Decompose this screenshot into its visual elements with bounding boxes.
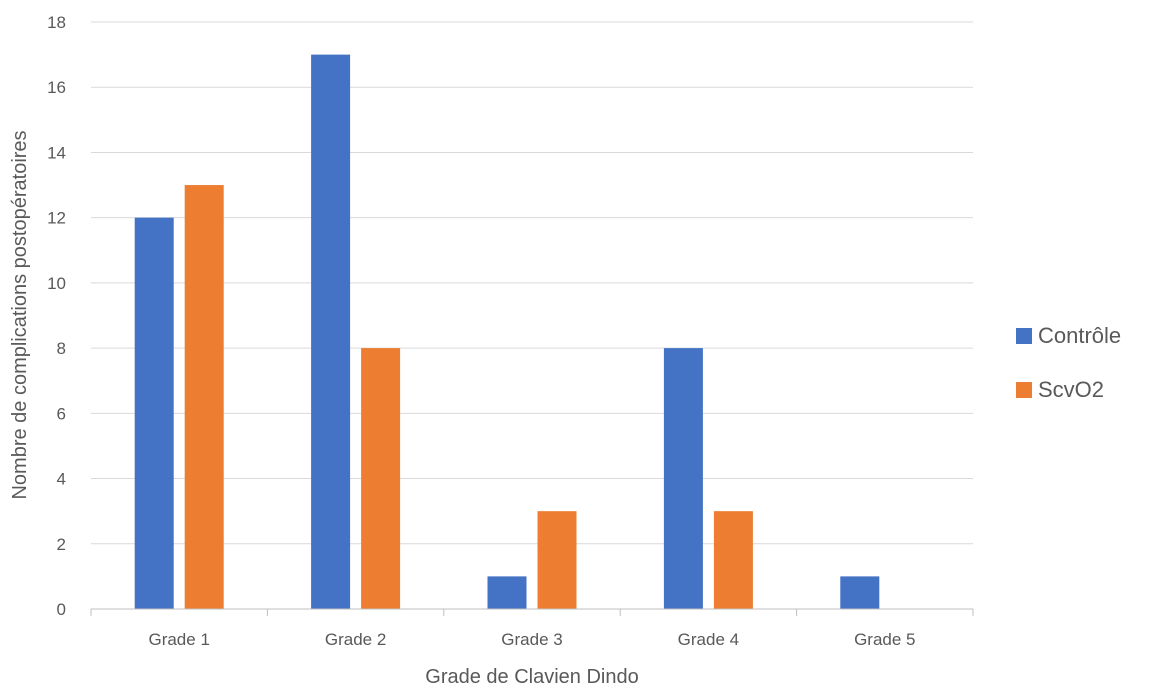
bar-scvo2-2 <box>361 348 401 609</box>
legend-label: Contrôle <box>1038 323 1121 348</box>
y-tick-label: 14 <box>47 143 66 162</box>
bar-scvo2-1 <box>184 185 224 610</box>
y-tick-label: 8 <box>57 339 66 358</box>
y-tick-label: 2 <box>57 535 66 554</box>
y-tick-label: 12 <box>47 209 66 228</box>
y-tick-label: 18 <box>47 13 66 32</box>
x-tick-label: Grade 1 <box>148 630 209 649</box>
x-axis-ticks: Grade 1 Grade 2 Grade 3 Grade 4 Grade 5 <box>148 630 915 649</box>
y-tick-label: 6 <box>57 404 66 423</box>
x-tick-label: Grade 3 <box>501 630 562 649</box>
legend-swatch <box>1016 382 1032 398</box>
bar-contr-le-3 <box>487 576 527 609</box>
gridlines <box>91 21 973 545</box>
legend-swatch <box>1016 328 1032 344</box>
bar-contr-le-4 <box>663 348 703 609</box>
y-axis-title: Nombre de complications postopératoires <box>9 130 31 499</box>
bar-contr-le-1 <box>134 217 174 609</box>
x-tick-label: Grade 2 <box>325 630 386 649</box>
bar-scvo2-4 <box>713 511 753 609</box>
y-tick-label: 0 <box>57 600 66 619</box>
bar-contr-le-2 <box>311 54 351 610</box>
bar-contr-le-5 <box>840 576 880 609</box>
x-axis-title: Grade de Clavien Dindo <box>425 666 638 688</box>
bar-scvo2-3 <box>537 511 577 609</box>
y-tick-label: 4 <box>57 470 66 489</box>
x-tick-label: Grade 4 <box>678 630 739 649</box>
legend: Contrôle ScvO2 <box>1016 323 1121 402</box>
x-axis <box>90 608 974 616</box>
legend-label: ScvO2 <box>1038 377 1104 402</box>
y-axis-ticks: 0 2 4 6 8 10 12 14 16 18 <box>47 13 66 619</box>
y-tick-label: 16 <box>47 78 66 97</box>
x-tick-label: Grade 5 <box>854 630 915 649</box>
y-tick-label: 10 <box>47 274 66 293</box>
bars <box>134 54 880 610</box>
